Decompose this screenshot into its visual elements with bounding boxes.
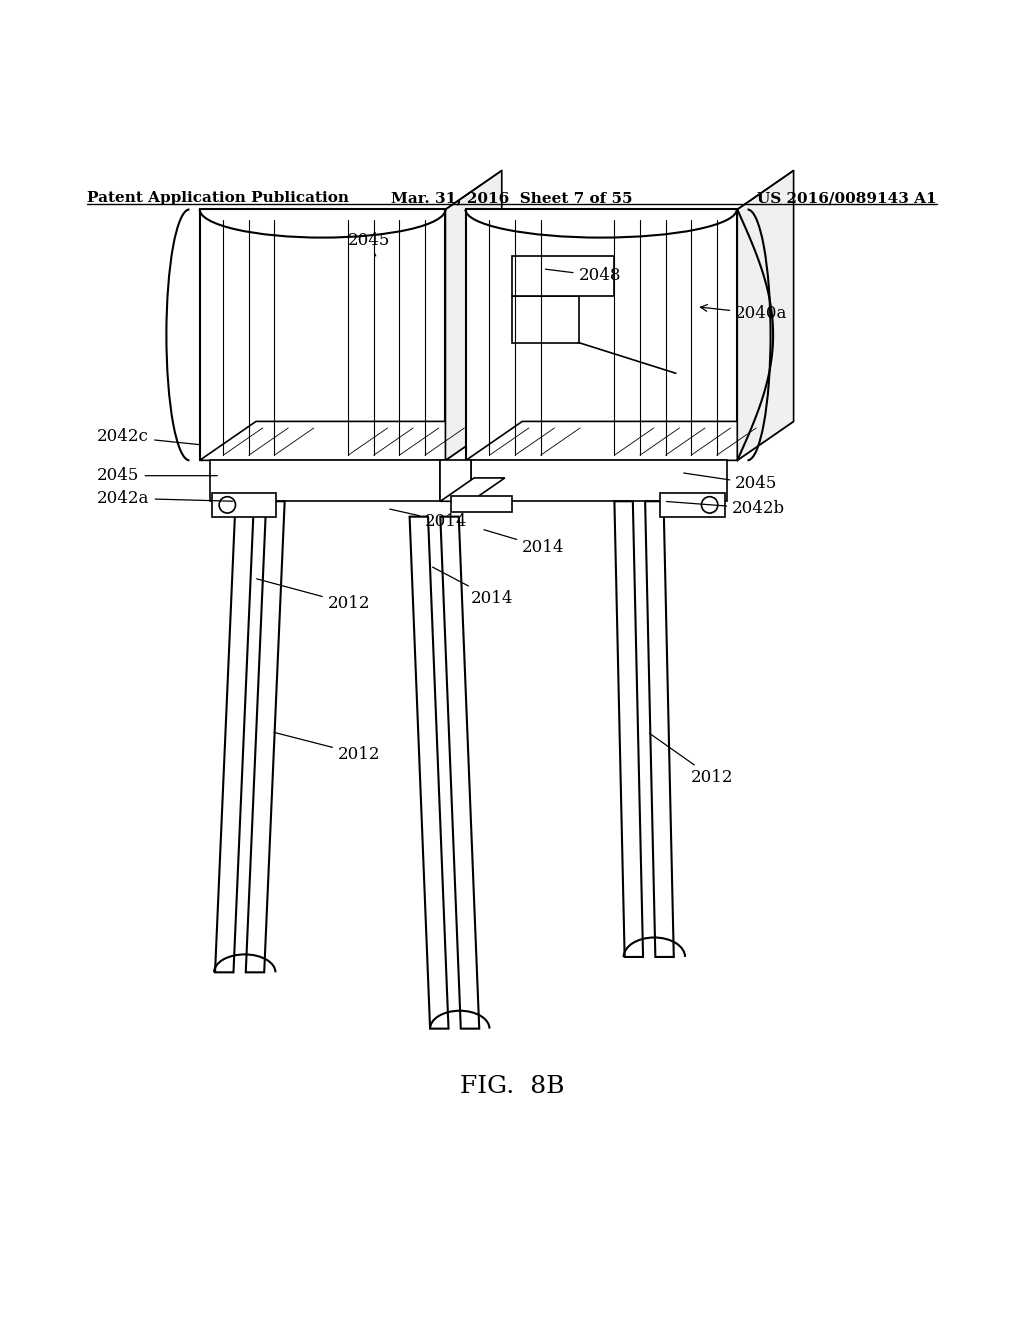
Polygon shape	[246, 502, 285, 973]
Polygon shape	[471, 461, 727, 502]
Text: Patent Application Publication: Patent Application Publication	[87, 191, 349, 205]
Polygon shape	[512, 297, 579, 343]
Polygon shape	[200, 421, 502, 461]
Text: 2048: 2048	[546, 268, 622, 285]
Polygon shape	[466, 210, 737, 461]
Polygon shape	[466, 421, 794, 461]
Polygon shape	[200, 210, 445, 461]
Polygon shape	[512, 256, 614, 297]
Polygon shape	[451, 496, 512, 512]
Circle shape	[701, 496, 718, 513]
Polygon shape	[410, 516, 449, 1028]
Polygon shape	[440, 516, 479, 1028]
Polygon shape	[645, 502, 674, 957]
Text: 2042b: 2042b	[667, 500, 785, 517]
Polygon shape	[440, 461, 471, 502]
Polygon shape	[614, 502, 643, 957]
Polygon shape	[737, 170, 794, 461]
Text: 2045: 2045	[348, 231, 390, 256]
Text: Mar. 31, 2016  Sheet 7 of 55: Mar. 31, 2016 Sheet 7 of 55	[391, 191, 633, 205]
Text: 2012: 2012	[257, 578, 371, 612]
Text: 2012: 2012	[274, 733, 381, 763]
Text: 2045: 2045	[684, 473, 777, 492]
Text: 2014: 2014	[432, 568, 514, 607]
Polygon shape	[212, 494, 276, 516]
Polygon shape	[660, 494, 725, 516]
Text: 2045: 2045	[97, 467, 217, 484]
Text: FIG.  8B: FIG. 8B	[460, 1074, 564, 1098]
Text: 2014: 2014	[390, 510, 468, 531]
Polygon shape	[445, 170, 502, 461]
Text: 2040a: 2040a	[700, 305, 787, 322]
Circle shape	[219, 496, 236, 513]
Text: 2014: 2014	[484, 529, 565, 556]
Polygon shape	[215, 502, 254, 973]
Polygon shape	[210, 461, 440, 502]
Text: 2042a: 2042a	[97, 490, 232, 507]
Text: 2042c: 2042c	[97, 428, 200, 445]
Polygon shape	[440, 478, 505, 502]
Text: US 2016/0089143 A1: US 2016/0089143 A1	[758, 191, 937, 205]
Text: 2012: 2012	[649, 734, 734, 787]
